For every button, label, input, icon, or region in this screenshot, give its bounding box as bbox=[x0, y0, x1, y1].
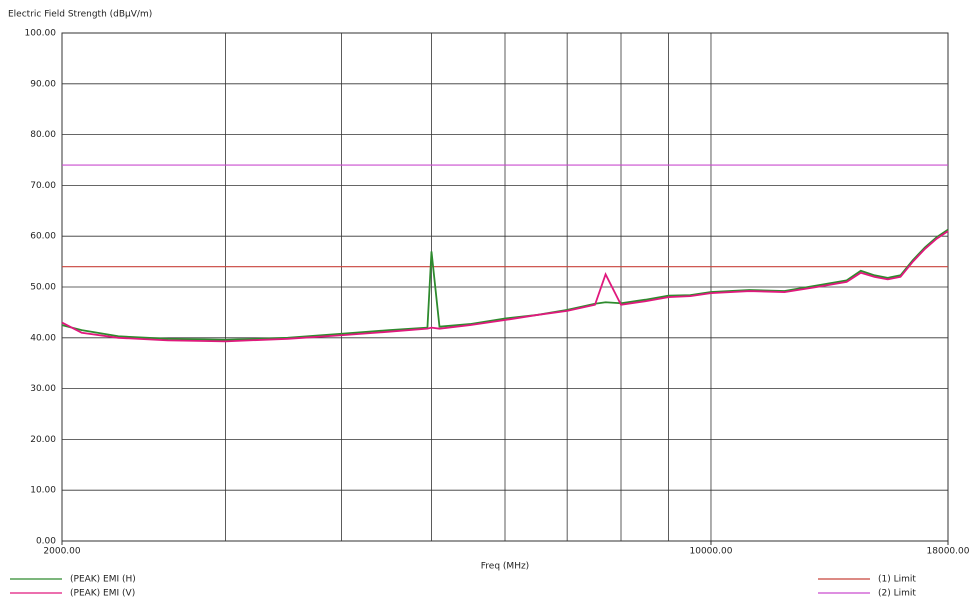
data-line bbox=[61, 228, 949, 341]
x-axis-title: Freq (MHz) bbox=[481, 562, 529, 572]
data-line bbox=[61, 230, 949, 343]
y-tick-label: 80.00 bbox=[30, 130, 56, 140]
x-tick-label: 18000.00 bbox=[927, 547, 970, 557]
y-tick-label: 0.00 bbox=[36, 537, 56, 547]
y-tick-label: 60.00 bbox=[30, 232, 56, 242]
y-tick-label: 70.00 bbox=[30, 181, 56, 191]
legend-label: (1) Limit bbox=[878, 575, 916, 585]
y-tick-label: 100.00 bbox=[25, 29, 57, 39]
legend-label: (PEAK) EMI (V) bbox=[70, 589, 135, 599]
y-axis-title: Electric Field Strength (dBµV/m) bbox=[8, 10, 152, 20]
y-tick-label: 50.00 bbox=[30, 283, 56, 293]
legend-label: (2) Limit bbox=[878, 589, 916, 599]
legend-label: (PEAK) EMI (H) bbox=[70, 575, 136, 585]
y-tick-label: 90.00 bbox=[30, 79, 56, 89]
x-tick-label: 2000.00 bbox=[43, 547, 80, 557]
y-tick-label: 30.00 bbox=[30, 384, 56, 394]
y-tick-label: 20.00 bbox=[30, 435, 56, 445]
y-tick-label: 10.00 bbox=[30, 486, 56, 496]
y-tick-label: 40.00 bbox=[30, 333, 56, 343]
x-tick-label: 10000.00 bbox=[690, 547, 733, 557]
